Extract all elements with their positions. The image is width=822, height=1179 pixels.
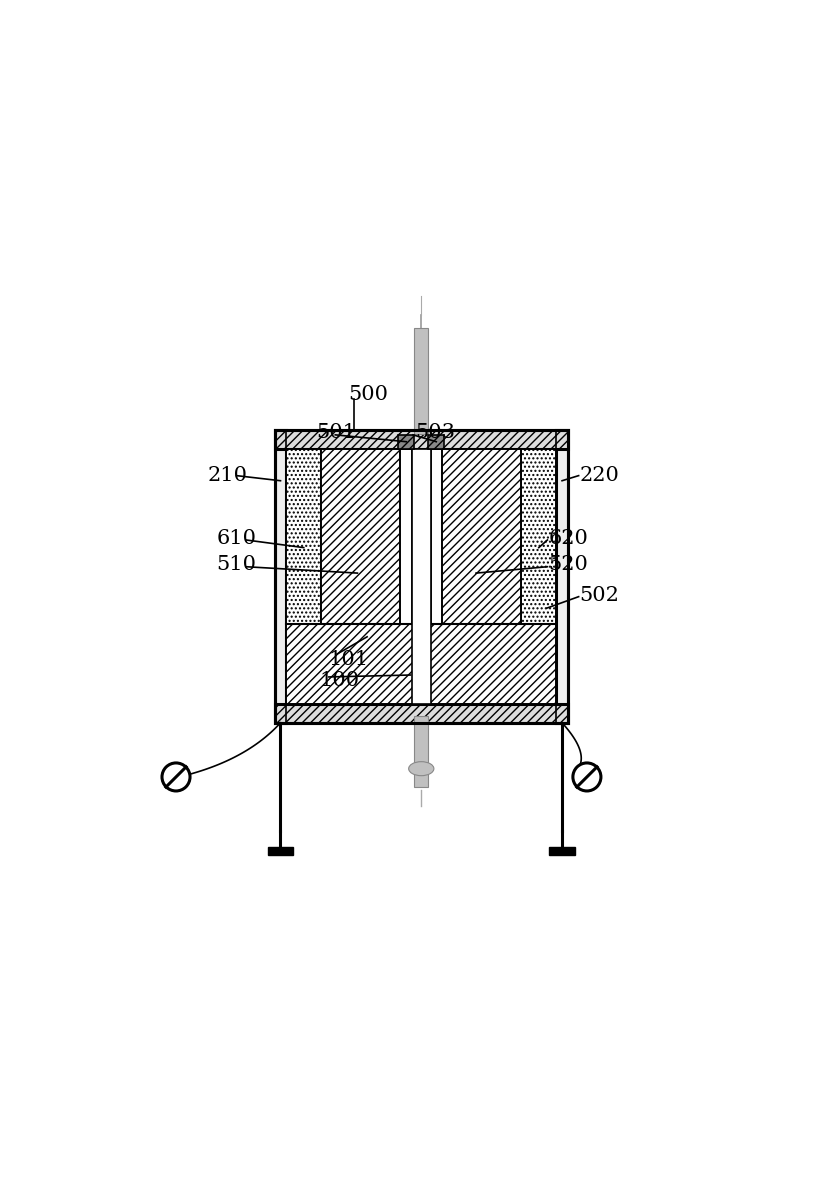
Text: 510: 510 bbox=[216, 555, 256, 574]
Text: 100: 100 bbox=[319, 671, 359, 690]
Bar bbox=[428, 435, 444, 449]
Bar bbox=[414, 717, 428, 786]
Circle shape bbox=[162, 763, 190, 791]
Bar bbox=[399, 435, 414, 449]
Text: 520: 520 bbox=[549, 555, 589, 574]
Text: 620: 620 bbox=[549, 528, 589, 547]
Bar bbox=[268, 847, 293, 855]
Text: 210: 210 bbox=[208, 466, 248, 485]
Text: 610: 610 bbox=[216, 528, 256, 547]
Bar bbox=[321, 449, 412, 624]
Text: 502: 502 bbox=[580, 586, 619, 605]
Bar bbox=[549, 847, 575, 855]
Bar bbox=[286, 449, 321, 624]
Bar bbox=[275, 704, 568, 723]
Bar bbox=[431, 449, 521, 624]
Text: 500: 500 bbox=[348, 386, 388, 404]
Circle shape bbox=[573, 763, 601, 791]
Bar bbox=[275, 430, 568, 449]
Text: 501: 501 bbox=[316, 423, 356, 442]
Bar bbox=[400, 449, 412, 624]
Bar bbox=[521, 449, 556, 624]
Bar bbox=[275, 430, 568, 723]
Text: 503: 503 bbox=[415, 423, 455, 442]
Bar bbox=[556, 430, 568, 723]
Ellipse shape bbox=[409, 762, 434, 776]
Bar bbox=[414, 329, 428, 434]
Text: 101: 101 bbox=[329, 650, 369, 668]
Text: 220: 220 bbox=[580, 466, 619, 485]
Bar bbox=[412, 449, 431, 704]
Bar bbox=[431, 449, 442, 624]
Bar bbox=[286, 624, 556, 704]
Bar bbox=[275, 430, 286, 723]
